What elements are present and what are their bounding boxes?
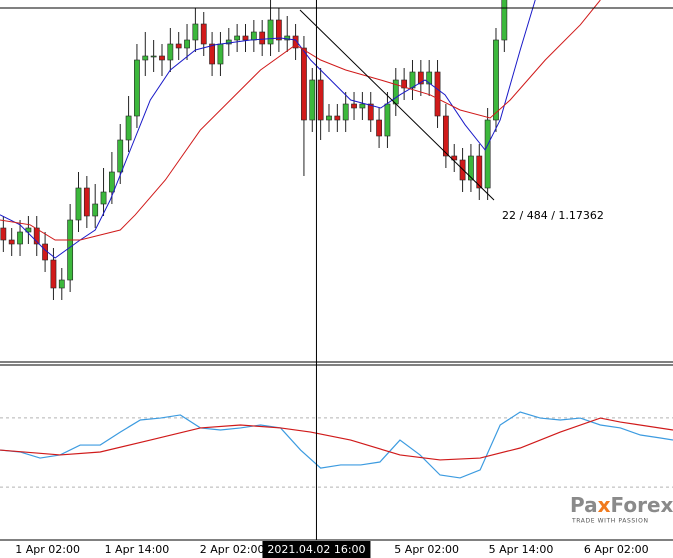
candle-body — [275, 19, 282, 41]
candle-body — [100, 191, 107, 205]
candle-body — [142, 55, 149, 61]
candle-body — [58, 279, 65, 289]
candle-body — [476, 155, 483, 189]
indicator-line — [0, 417, 673, 461]
crosshair-label-bg — [262, 541, 371, 558]
candle-body — [434, 71, 441, 117]
candle-body — [67, 219, 74, 281]
candle-body — [351, 103, 357, 109]
candle-body — [150, 55, 157, 58]
logo-part: x — [598, 493, 611, 517]
x-tick-label: 1 Apr 02:00 — [15, 543, 80, 556]
x-tick-label: 1 Apr 14:00 — [105, 543, 170, 556]
candle-body — [83, 187, 90, 217]
logo-part: Pa — [570, 493, 598, 517]
candle-body — [242, 35, 249, 41]
candle-body — [92, 203, 99, 217]
candle-body — [384, 103, 391, 137]
candle-body — [125, 115, 132, 141]
candle-body — [33, 227, 40, 245]
indicator-pane — [0, 411, 673, 488]
x-tick-label: 2 Apr 02:00 — [200, 543, 265, 556]
moving-average — [0, 0, 536, 259]
candle-body — [108, 171, 115, 193]
candle-body — [117, 139, 124, 173]
candle-body — [484, 119, 491, 189]
candle-body — [501, 0, 508, 41]
candle-body — [376, 119, 382, 137]
candle-body — [217, 43, 224, 65]
candle-body — [468, 155, 474, 181]
candle-body — [50, 259, 57, 289]
candle-body — [359, 103, 366, 109]
candle-body — [334, 115, 341, 121]
logo-brand: PaxForex — [570, 493, 673, 517]
candle-body — [267, 19, 274, 45]
trend-line-tool — [299, 9, 495, 201]
candle-body — [0, 227, 7, 241]
candle-body — [250, 31, 257, 41]
candle-body — [442, 115, 449, 157]
candle-body — [426, 71, 433, 85]
candle-body — [301, 47, 307, 121]
candle-body — [284, 35, 291, 41]
candle-body — [234, 35, 241, 41]
price-pane — [0, 0, 601, 300]
candle-body — [75, 187, 82, 221]
candle-body — [225, 39, 232, 45]
candle-body — [342, 103, 349, 121]
logo-tagline: TRADE WITH PASSION — [571, 518, 649, 525]
logo-part: Forex — [611, 493, 673, 517]
candle-body — [209, 43, 215, 65]
candle-body — [401, 79, 408, 89]
x-tick-label: 5 Apr 14:00 — [489, 543, 554, 556]
x-tick-label: 6 Apr 02:00 — [584, 543, 649, 556]
candle-body — [200, 23, 207, 45]
candle-body — [167, 43, 174, 61]
trend-line-annotation: 22 / 484 / 1.17362 — [502, 209, 604, 222]
time-axis: 1 Apr 02:00 1 Apr 14:00 2 Apr 02:00 5 Apr 0… — [15, 541, 649, 558]
candle-body — [175, 43, 182, 49]
candle-body — [309, 79, 316, 121]
candle-body — [292, 35, 299, 49]
candle-body — [134, 59, 140, 117]
candle-body — [493, 39, 499, 121]
candle-body — [326, 115, 332, 121]
logo: PaxForex TRADE WITH PASSION — [570, 493, 673, 525]
x-tick-label: 5 Apr 02:00 — [394, 543, 459, 556]
candle-body — [459, 159, 466, 181]
candle-body — [409, 71, 416, 89]
candle-body — [367, 103, 374, 121]
moving-average — [0, 0, 601, 241]
candle-body — [8, 239, 15, 245]
candle-body — [159, 55, 165, 61]
candle-body — [17, 231, 23, 245]
candle-body — [417, 71, 424, 85]
candle-body — [184, 39, 190, 49]
candle-body — [317, 79, 324, 121]
indicator-line — [0, 411, 673, 479]
crosshair-label: 2021.04.02 16:00 — [267, 543, 365, 556]
candle-body — [259, 31, 266, 45]
candle-body — [192, 23, 199, 41]
